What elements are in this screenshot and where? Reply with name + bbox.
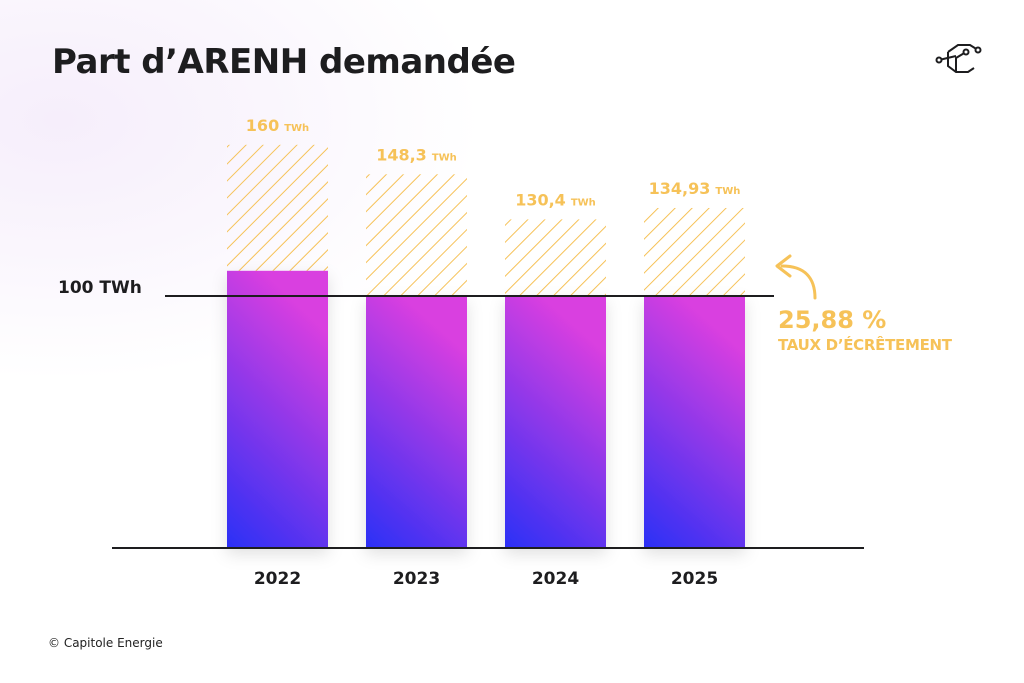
x-tick-label: 2022 xyxy=(254,569,301,589)
annotation-label: TAUX D’ÉCRÊTEMENT xyxy=(778,336,952,354)
x-tick-label: 2023 xyxy=(393,569,440,589)
data-label: 134,93 TWh xyxy=(649,179,741,198)
x-tick-label: 2024 xyxy=(532,569,579,589)
reference-line-label: 100 TWh xyxy=(58,278,142,298)
data-label: 148,3 TWh xyxy=(376,145,457,164)
data-label: 160 TWh xyxy=(246,116,309,135)
bar-allocated-2022 xyxy=(227,270,328,548)
annotation-value: 25,88 % xyxy=(778,306,887,334)
bar-requested-2023 xyxy=(366,174,467,296)
annotation: 25,88 % TAUX D’ÉCRÊTEMENT xyxy=(778,306,952,354)
bar-requested-2025 xyxy=(644,207,745,296)
bar-allocated-2024 xyxy=(505,296,606,548)
capitole-logo-icon xyxy=(935,44,982,73)
bar-requested-2022 xyxy=(227,144,328,271)
bar-requested-2024 xyxy=(505,219,606,296)
x-tick-label: 2025 xyxy=(671,569,718,589)
copyright-credit: © Capitole Energie xyxy=(48,636,163,650)
curved-arrow-icon xyxy=(780,264,817,300)
bar-allocated-2023 xyxy=(366,296,467,548)
chart-title: Part d’ARENH demandée xyxy=(52,42,516,82)
data-label: 130,4 TWh xyxy=(515,190,596,209)
bar-allocated-2025 xyxy=(644,296,745,548)
